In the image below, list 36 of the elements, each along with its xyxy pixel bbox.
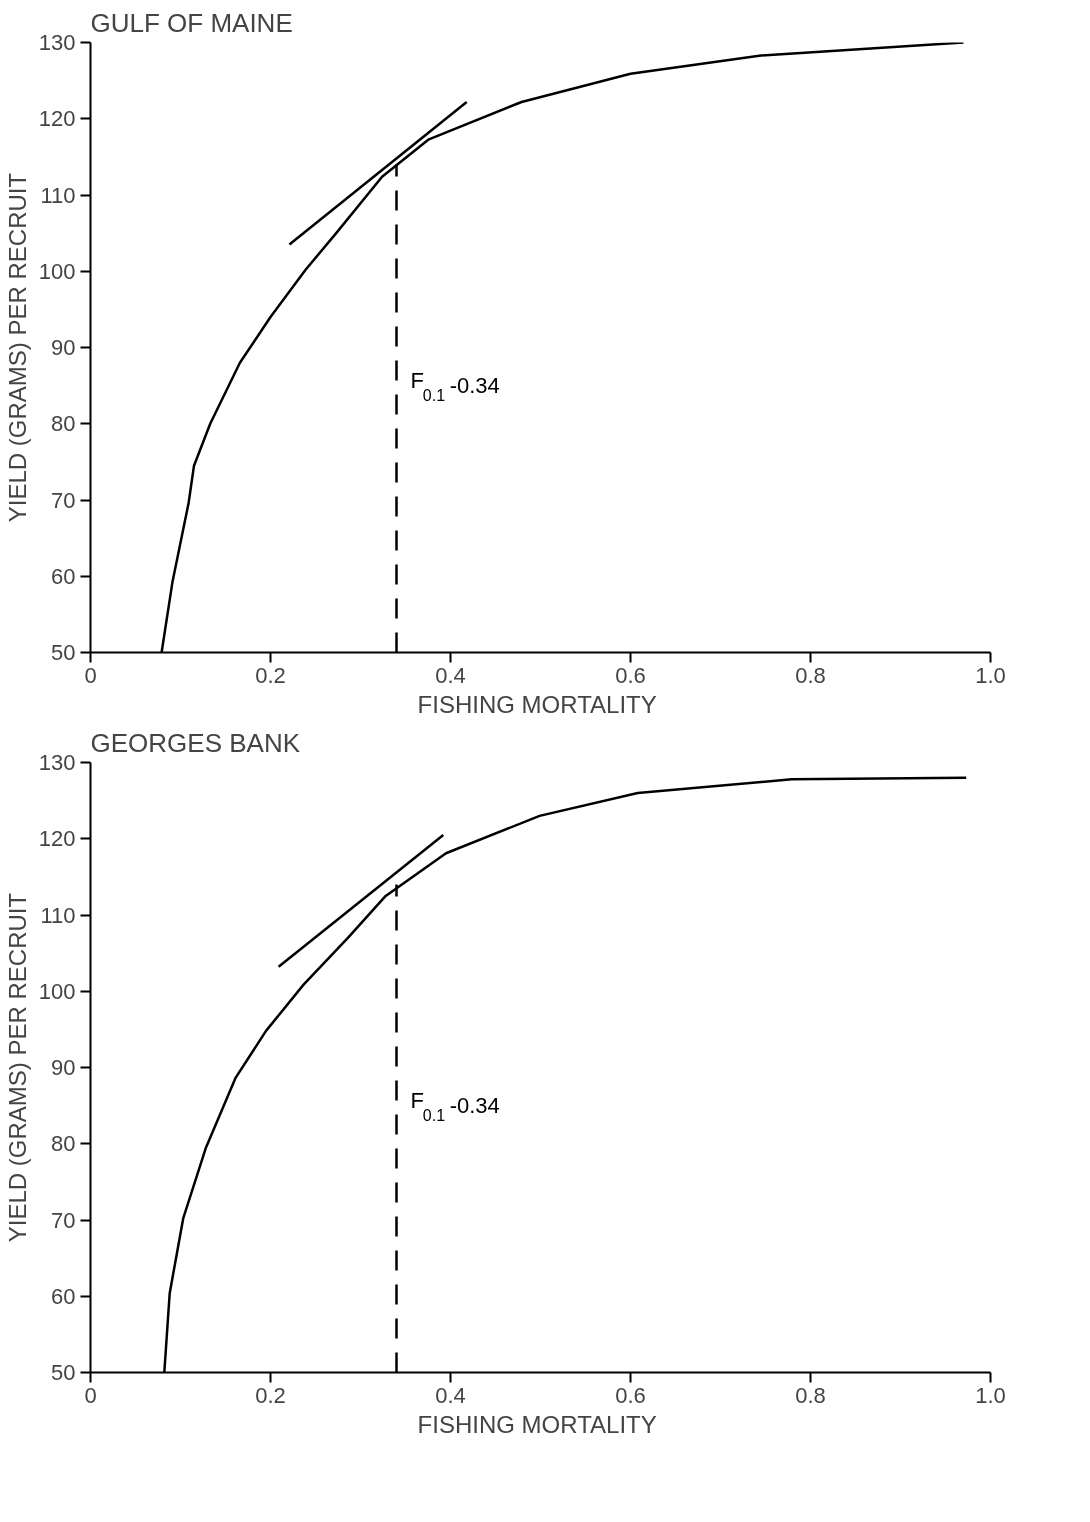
- y-tick-label: 130: [38, 30, 76, 55]
- y-tick-label: 100: [38, 978, 76, 1004]
- x-tick-label: 0.4: [435, 662, 466, 688]
- x-axis-title: FISHING MORTALITY: [417, 1410, 657, 1438]
- chart-title: GEORGES BANK: [90, 727, 301, 758]
- x-axis-title: FISHING MORTALITY: [417, 690, 657, 718]
- x-tick-label: 0.6: [615, 1382, 646, 1408]
- y-tick-label: 60: [51, 1283, 76, 1309]
- x-tick-label: 1.0: [975, 1382, 1006, 1408]
- y-tick-label: 50: [51, 640, 76, 665]
- y-tick-label: 60: [51, 563, 76, 589]
- y-axis-title: YIELD (GRAMS) PER RECRUIT: [3, 892, 31, 1243]
- y-axis-title: YIELD (GRAMS) PER RECRUIT: [3, 172, 31, 523]
- x-tick-label: 0.2: [255, 662, 286, 688]
- x-tick-label: 0: [84, 1382, 97, 1408]
- y-tick-label: 80: [51, 411, 76, 437]
- y-tick-label: 80: [51, 1131, 76, 1157]
- x-tick-label: 1.0: [975, 662, 1006, 688]
- y-tick-label: 70: [51, 487, 76, 513]
- y-tick-label: 90: [51, 335, 76, 360]
- x-tick-label: 0.8: [795, 1382, 826, 1408]
- y-tick-label: 130: [38, 750, 76, 775]
- chart-title: GULF OF MAINE: [90, 7, 293, 38]
- x-tick-label: 0.6: [615, 662, 646, 688]
- y-tick-label: 100: [38, 258, 76, 284]
- y-tick-label: 110: [40, 902, 76, 928]
- y-tick-label: 120: [38, 826, 76, 852]
- y-tick-label: 120: [38, 106, 76, 132]
- x-tick-label: 0.8: [795, 662, 826, 688]
- y-tick-label: 110: [40, 182, 76, 208]
- x-tick-label: 0.2: [255, 1382, 286, 1408]
- y-tick-label: 50: [51, 1360, 76, 1385]
- x-tick-label: 0.4: [435, 1382, 466, 1408]
- y-tick-label: 70: [51, 1207, 76, 1233]
- y-tick-label: 90: [51, 1055, 76, 1080]
- x-tick-label: 0: [84, 662, 97, 688]
